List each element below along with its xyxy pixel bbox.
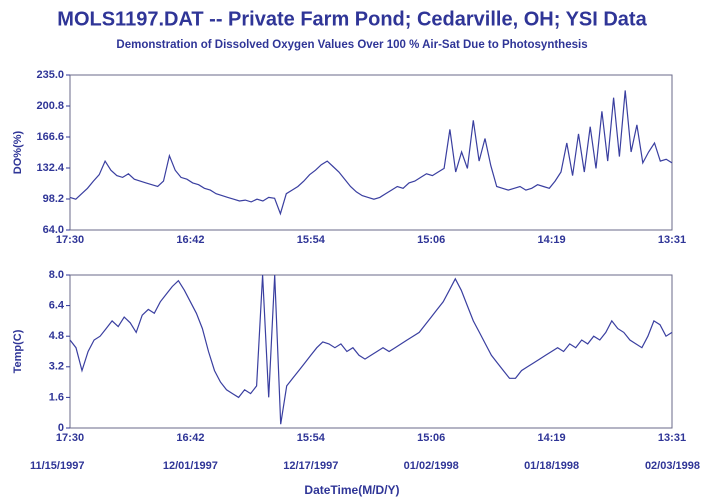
x-tick-label: 14:19 bbox=[538, 234, 566, 246]
y-tick-label: 3.2 bbox=[49, 361, 64, 373]
chart-subtitle: Demonstration of Dissolved Oxygen Values… bbox=[116, 39, 587, 51]
data-line bbox=[69, 90, 673, 216]
y-axis-label: DO%(%) bbox=[12, 130, 24, 174]
x-tick-label: 15:54 bbox=[297, 234, 326, 246]
x-tick-label: 14:19 bbox=[538, 432, 566, 444]
y-tick-label: 8.0 bbox=[49, 269, 64, 281]
date-label: 11/15/1997 bbox=[30, 460, 84, 472]
y-tick-label: 6.4 bbox=[49, 300, 65, 312]
x-tick-label: 15:06 bbox=[417, 432, 445, 444]
y-tick-label: 4.8 bbox=[49, 330, 64, 342]
x-tick-label: 15:54 bbox=[297, 432, 326, 444]
x-axis-label: DateTime(M/D/Y) bbox=[304, 483, 399, 497]
x-tick-label: 17:30 bbox=[56, 432, 84, 444]
x-tick-label: 13:31 bbox=[658, 432, 686, 444]
plot-frame bbox=[69, 274, 673, 429]
y-tick-label: 98.2 bbox=[43, 193, 64, 205]
x-tick-label: 15:06 bbox=[417, 234, 445, 246]
y-tick-label: 0 bbox=[58, 422, 64, 434]
x-tick-label: 16:42 bbox=[176, 432, 204, 444]
x-tick-label: 17:30 bbox=[56, 234, 84, 246]
y-tick-label: 64.0 bbox=[43, 224, 64, 236]
data-line bbox=[69, 274, 673, 425]
y-tick-label: 1.6 bbox=[49, 391, 64, 403]
y-tick-label: 132.4 bbox=[36, 162, 64, 174]
y-tick-label: 200.8 bbox=[36, 100, 64, 112]
date-label: 01/18/1998 bbox=[524, 460, 579, 472]
date-label: 01/02/1998 bbox=[404, 460, 459, 472]
date-label: 12/01/1997 bbox=[163, 460, 218, 472]
x-tick-label: 13:31 bbox=[658, 234, 686, 246]
date-label: 02/03/1998 bbox=[645, 460, 700, 472]
y-tick-label: 166.6 bbox=[36, 131, 64, 143]
chart-title: MOLS1197.DAT -- Private Farm Pond; Cedar… bbox=[57, 8, 647, 30]
x-tick-label: 16:42 bbox=[176, 234, 204, 246]
y-tick-label: 235.0 bbox=[36, 69, 64, 81]
plot-frame bbox=[69, 74, 673, 231]
date-label: 12/17/1997 bbox=[283, 460, 338, 472]
y-axis-label: Temp(C) bbox=[12, 329, 24, 373]
